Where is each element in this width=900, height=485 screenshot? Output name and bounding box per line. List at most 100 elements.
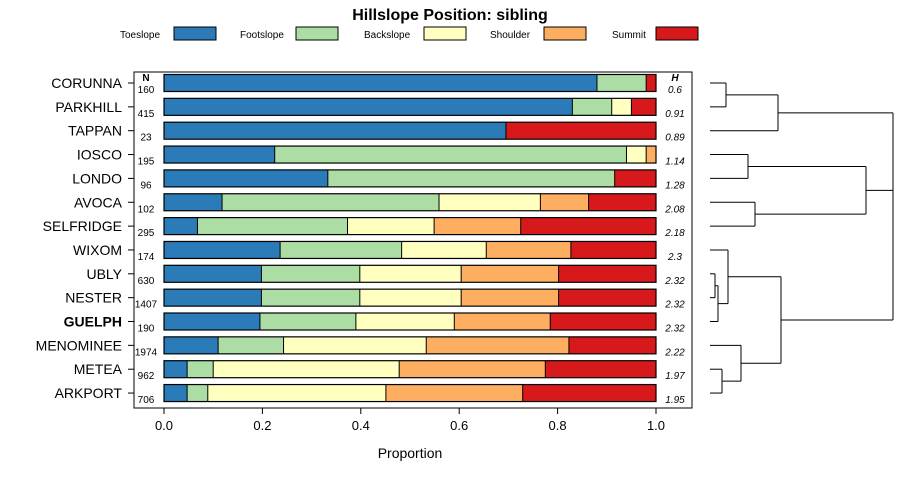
bar-avoca-summit	[588, 193, 656, 211]
bar-londo-toeslope	[164, 169, 328, 187]
h-column: H 0.6 0.91 0.89 1.14 1.28 2.08 2.18 2.3 2.32 2.32…	[664, 73, 685, 406]
legend-label-footslope: Footslope	[240, 30, 284, 41]
n-column: N 160 415 23 195 96 102 295 174 630 1407 190 1974 96…	[135, 73, 158, 406]
bar-outline-parkhill	[163, 97, 657, 116]
bar-arkport-toeslope	[164, 384, 188, 402]
bar-ubly-summit	[558, 265, 656, 283]
bar-wixom-footslope	[280, 241, 402, 259]
n-value-arkport: 706	[138, 395, 155, 406]
bar-menominee-summit	[568, 336, 656, 354]
legend-swatch-footslope	[295, 26, 339, 41]
row-label-menominee: MENOMINEE	[36, 337, 122, 353]
row-label-avoca: AVOCA	[74, 194, 123, 210]
bars	[163, 73, 657, 403]
row-label-nester: NESTER	[65, 290, 122, 306]
bar-outline-londo	[163, 169, 657, 188]
bar-iosco-toeslope	[164, 146, 275, 164]
h-value-arkport: 1.95	[665, 395, 685, 406]
chart-title: Hillslope Position: sibling	[352, 7, 548, 24]
legend-label-backslope: Backslope	[364, 30, 411, 41]
n-header: N	[142, 73, 149, 84]
bar-selfridge-summit	[520, 217, 656, 235]
legend: Toeslope Footslope Backslope Shoulder Summit	[120, 26, 699, 41]
bar-ubly-toeslope	[164, 265, 262, 283]
n-value-menominee: 1974	[135, 347, 158, 358]
x-tick-label: 0.8	[549, 418, 567, 433]
n-value-guelph: 190	[138, 324, 155, 335]
bar-menominee-toeslope	[164, 336, 219, 354]
bar-parkhill-backslope	[611, 98, 632, 116]
x-tick-label: 0.0	[155, 418, 173, 433]
bar-selfridge-shoulder	[434, 217, 521, 235]
h-value-guelph: 2.32	[664, 324, 685, 335]
row-labels: CORUNNA PARKHILL TAPPAN IOSCO LONDO AVOCA SELF…	[36, 75, 134, 401]
bar-wixom-shoulder	[486, 241, 571, 259]
bar-guelph-footslope	[259, 313, 356, 330]
bar-menominee-backslope	[283, 336, 427, 354]
row-label-wixom: WIXOM	[73, 242, 122, 258]
bar-nester-footslope	[261, 289, 360, 307]
bar-menominee-shoulder	[426, 336, 569, 354]
bar-londo-footslope	[327, 169, 615, 187]
h-value-wixom: 2.3	[667, 252, 682, 263]
row-label-parkhill: PARKHILL	[55, 99, 122, 115]
bar-metea-toeslope	[164, 360, 188, 378]
h-value-ubly: 2.32	[664, 276, 685, 287]
bar-outline-menominee	[163, 336, 657, 355]
bar-arkport-backslope	[207, 384, 386, 402]
bar-avoca-shoulder	[540, 193, 589, 211]
n-value-tappan: 23	[140, 133, 152, 144]
row-label-guelph: GUELPH	[64, 314, 122, 330]
bar-iosco-footslope	[274, 146, 627, 164]
n-value-corunna: 160	[138, 85, 155, 96]
row-label-tappan: TAPPAN	[68, 123, 122, 139]
bar-selfridge-footslope	[197, 217, 348, 235]
h-header: H	[671, 73, 679, 84]
legend-swatch-backslope	[423, 26, 467, 41]
bar-guelph-shoulder	[454, 313, 551, 330]
legend-label-summit: Summit	[612, 30, 646, 41]
bar-parkhill-toeslope	[164, 98, 573, 116]
bar-selfridge-backslope	[347, 217, 435, 235]
bar-guelph-summit	[550, 313, 656, 330]
bar-corunna-toeslope	[164, 74, 597, 92]
legend-swatch-shoulder	[543, 26, 587, 41]
row-label-iosco: IOSCO	[77, 147, 122, 163]
bar-outline-tappan	[163, 121, 657, 140]
n-value-iosco: 195	[138, 157, 155, 168]
bar-outline-guelph	[163, 312, 657, 331]
bar-corunna-footslope	[596, 74, 647, 92]
n-value-wixom: 174	[138, 252, 155, 263]
legend-label-shoulder: Shoulder	[490, 30, 531, 41]
bar-iosco-shoulder	[646, 146, 656, 164]
bar-outline-arkport	[163, 383, 657, 403]
n-value-londo: 96	[140, 180, 152, 191]
bar-nester-backslope	[359, 289, 462, 307]
bar-ubly-footslope	[261, 265, 360, 283]
bar-wixom-backslope	[401, 241, 487, 259]
bar-tappan-toeslope	[164, 122, 506, 140]
bar-iosco-backslope	[626, 146, 647, 164]
bar-menominee-footslope	[218, 336, 284, 354]
h-value-avoca: 2.08	[664, 204, 685, 215]
bar-corunna-summit	[646, 74, 656, 92]
n-value-parkhill: 415	[138, 109, 155, 120]
legend-swatch-toeslope	[173, 26, 217, 41]
bar-arkport-summit	[522, 384, 656, 402]
bar-selfridge-toeslope	[164, 217, 198, 235]
bar-metea-footslope	[187, 360, 214, 378]
plot-frame	[133, 71, 693, 409]
n-value-metea: 962	[138, 371, 155, 382]
bar-parkhill-footslope	[572, 98, 612, 116]
row-label-ubly: UBLY	[86, 266, 122, 282]
row-label-metea: METEA	[74, 361, 123, 377]
x-axis: 0.0 0.2 0.4 0.6 0.8 1.0	[133, 71, 693, 433]
h-value-menominee: 2.22	[664, 347, 685, 358]
bar-arkport-footslope	[187, 384, 208, 402]
bar-avoca-backslope	[439, 193, 541, 211]
n-value-selfridge: 295	[138, 228, 155, 239]
h-value-tappan: 0.89	[665, 133, 685, 144]
h-value-nester: 2.32	[664, 300, 685, 311]
h-value-parkhill: 0.91	[665, 109, 684, 120]
h-value-metea: 1.97	[665, 371, 685, 382]
